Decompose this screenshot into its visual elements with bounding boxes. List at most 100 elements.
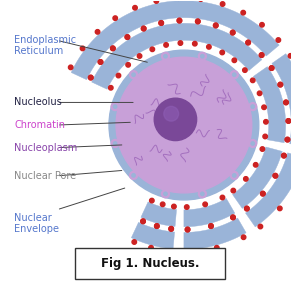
Text: Fig 1. Nucleus.: Fig 1. Nucleus.: [101, 257, 199, 270]
Circle shape: [231, 188, 236, 193]
Circle shape: [286, 119, 291, 123]
Circle shape: [164, 43, 168, 47]
Circle shape: [88, 75, 93, 80]
Circle shape: [220, 50, 224, 55]
Polygon shape: [92, 23, 262, 89]
Circle shape: [95, 30, 100, 34]
Circle shape: [68, 65, 73, 70]
Circle shape: [251, 142, 254, 145]
Circle shape: [284, 100, 288, 105]
Polygon shape: [131, 222, 175, 249]
Text: Nucleolus: Nucleolus: [14, 97, 62, 107]
Circle shape: [220, 2, 225, 6]
Circle shape: [178, 41, 183, 45]
Circle shape: [284, 100, 288, 105]
Circle shape: [137, 54, 142, 58]
Circle shape: [132, 240, 136, 244]
Circle shape: [257, 91, 262, 96]
Circle shape: [169, 226, 173, 231]
Circle shape: [203, 202, 207, 206]
Circle shape: [116, 73, 121, 78]
Polygon shape: [184, 199, 235, 227]
Circle shape: [154, 0, 159, 3]
Text: Nucleoplasm: Nucleoplasm: [14, 143, 78, 153]
Circle shape: [141, 219, 146, 224]
Circle shape: [269, 66, 274, 70]
Circle shape: [244, 206, 249, 211]
Circle shape: [113, 105, 117, 108]
Circle shape: [246, 40, 250, 45]
Circle shape: [198, 190, 206, 198]
Circle shape: [132, 73, 135, 76]
Circle shape: [118, 59, 250, 191]
Circle shape: [260, 147, 265, 151]
Circle shape: [278, 82, 283, 87]
Circle shape: [196, 19, 200, 24]
Circle shape: [264, 120, 268, 124]
Circle shape: [150, 47, 154, 52]
Circle shape: [230, 71, 238, 79]
Circle shape: [141, 219, 145, 224]
Circle shape: [184, 205, 189, 209]
Circle shape: [262, 105, 266, 110]
Circle shape: [209, 224, 213, 228]
Circle shape: [186, 250, 190, 254]
Circle shape: [260, 191, 265, 196]
Circle shape: [286, 119, 290, 123]
Circle shape: [98, 60, 103, 64]
Circle shape: [113, 142, 117, 145]
Circle shape: [149, 245, 153, 250]
Circle shape: [185, 227, 190, 232]
Circle shape: [230, 30, 235, 35]
Circle shape: [98, 60, 103, 64]
Circle shape: [241, 235, 246, 239]
Polygon shape: [141, 202, 176, 226]
Circle shape: [111, 139, 119, 147]
Circle shape: [109, 85, 113, 90]
Circle shape: [161, 190, 169, 198]
Circle shape: [166, 249, 171, 253]
Circle shape: [125, 35, 130, 39]
Circle shape: [169, 227, 173, 231]
Circle shape: [130, 172, 137, 179]
Circle shape: [201, 192, 204, 195]
Circle shape: [164, 192, 167, 195]
Circle shape: [198, 52, 206, 60]
Circle shape: [150, 198, 154, 203]
Polygon shape: [184, 218, 246, 249]
Circle shape: [269, 66, 274, 70]
Circle shape: [196, 19, 200, 24]
Circle shape: [160, 202, 165, 206]
Circle shape: [261, 191, 265, 196]
Circle shape: [116, 57, 252, 193]
FancyBboxPatch shape: [75, 248, 225, 279]
Polygon shape: [71, 1, 279, 80]
Circle shape: [126, 62, 130, 67]
Circle shape: [111, 103, 119, 110]
Circle shape: [214, 245, 219, 250]
Circle shape: [243, 68, 247, 72]
Circle shape: [214, 23, 218, 28]
Circle shape: [230, 30, 235, 35]
Circle shape: [111, 46, 115, 51]
Circle shape: [125, 35, 130, 39]
Polygon shape: [232, 147, 282, 208]
Circle shape: [207, 45, 211, 49]
Circle shape: [244, 206, 249, 211]
Circle shape: [159, 21, 164, 25]
Circle shape: [263, 134, 267, 139]
Circle shape: [230, 172, 238, 179]
Polygon shape: [254, 67, 286, 143]
Text: Nuclear Pore: Nuclear Pore: [14, 171, 77, 181]
Circle shape: [130, 71, 137, 79]
Circle shape: [244, 177, 248, 181]
Circle shape: [276, 38, 280, 42]
Circle shape: [232, 174, 236, 177]
Circle shape: [282, 153, 286, 158]
Circle shape: [154, 224, 159, 228]
Circle shape: [133, 5, 137, 10]
Circle shape: [232, 58, 237, 62]
Circle shape: [293, 184, 297, 189]
Circle shape: [220, 195, 225, 200]
Circle shape: [246, 40, 250, 45]
